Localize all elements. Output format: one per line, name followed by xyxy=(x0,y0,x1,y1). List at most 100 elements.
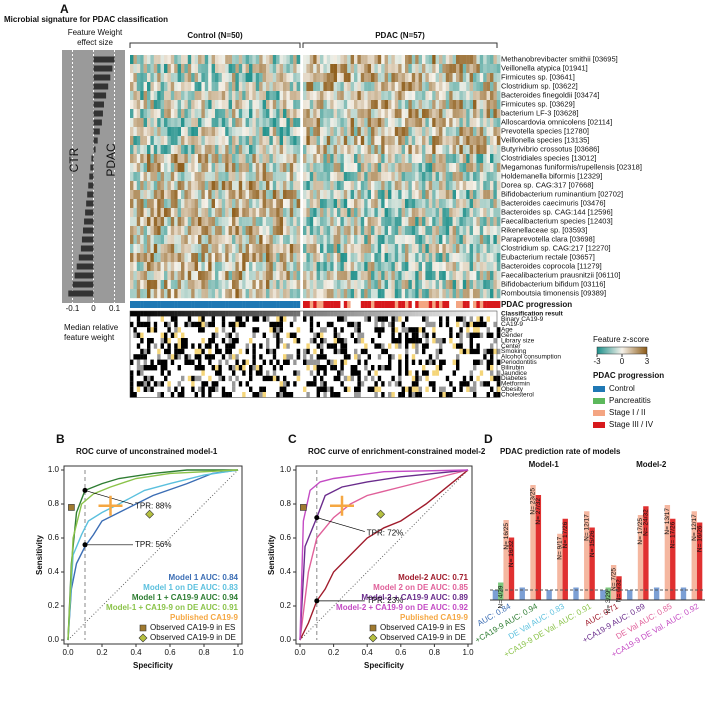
heatmap-cell xyxy=(272,181,277,191)
metadata-cell xyxy=(147,316,151,322)
metadata-cell xyxy=(157,327,161,333)
metadata-cell xyxy=(476,392,480,398)
metadata-cell xyxy=(136,370,141,376)
metadata-cell xyxy=(394,321,399,328)
heatmap-cell xyxy=(252,100,256,110)
heatmap-cell xyxy=(354,208,358,218)
metadata-cell xyxy=(235,311,239,317)
heatmap-cell xyxy=(306,172,310,182)
heatmap-cell xyxy=(449,172,453,182)
metadata-cell xyxy=(330,359,334,366)
heatmap-cell xyxy=(469,253,474,263)
heatmap-cell xyxy=(432,91,436,101)
metadata-cell xyxy=(147,348,151,355)
heatmap-cell xyxy=(483,262,487,272)
metadata-cell xyxy=(289,343,294,349)
metadata-cell xyxy=(211,348,216,355)
heatmap-cell xyxy=(476,199,480,209)
heatmap-cell xyxy=(422,64,426,74)
heatmap-cell xyxy=(391,154,395,164)
heatmap-cell xyxy=(174,91,178,101)
panel-letter: A xyxy=(60,2,69,16)
metadata-cell xyxy=(293,332,297,339)
metadata-label: Gender xyxy=(501,332,524,339)
heatmap-cell xyxy=(225,100,229,110)
heatmap-cell xyxy=(462,235,467,245)
metadata-cell xyxy=(191,354,195,360)
metadata-label: Binary CA19-9 xyxy=(501,316,544,323)
heatmap-cell xyxy=(198,172,202,182)
heatmap-cell xyxy=(194,145,199,155)
heatmap-cell xyxy=(473,199,477,209)
heatmap-cell xyxy=(296,217,301,227)
metadata-cell xyxy=(340,354,344,360)
metadata-cell xyxy=(415,338,419,344)
heatmap-cell xyxy=(466,82,470,92)
heatmap-cell xyxy=(405,253,409,263)
metadata-cell xyxy=(157,359,161,366)
progression-cell xyxy=(296,301,301,308)
heatmap-cell xyxy=(160,100,165,110)
heatmap-cell xyxy=(289,136,294,146)
heatmap-cell xyxy=(177,199,182,209)
metadata-cell xyxy=(496,338,501,344)
heatmap-cell xyxy=(174,226,178,236)
metadata-cell xyxy=(306,392,310,398)
metadata-cell xyxy=(425,365,429,371)
heatmap-cell xyxy=(449,136,453,146)
heatmap-cell xyxy=(415,289,419,299)
heatmap-cell xyxy=(153,127,158,137)
heatmap-cell xyxy=(215,172,219,182)
metadata-cell xyxy=(221,386,226,393)
heatmap-cell xyxy=(136,73,141,83)
metadata-cell xyxy=(459,348,463,355)
metadata-cell xyxy=(228,332,233,339)
heatmap-cell xyxy=(211,73,216,83)
heatmap-cell xyxy=(279,55,284,65)
heatmap-cell xyxy=(323,145,327,155)
heatmap-cell xyxy=(276,262,280,272)
metadata-cell xyxy=(201,343,205,349)
metadata-cell xyxy=(309,321,314,328)
metadata-cell xyxy=(150,327,154,333)
heatmap-cell xyxy=(306,226,310,236)
metadata-cell xyxy=(306,370,310,376)
heatmap-cell xyxy=(164,127,168,137)
heatmap-cell xyxy=(293,217,297,227)
heatmap-cell xyxy=(136,136,141,146)
heatmap-cell xyxy=(432,262,436,272)
heatmap-cell xyxy=(422,100,426,110)
metadata-cell xyxy=(184,354,188,360)
metadata-cell xyxy=(374,359,378,366)
heatmap-cell xyxy=(449,55,453,65)
heatmap-cell xyxy=(201,127,205,137)
metadata-cell xyxy=(130,392,134,398)
heatmap-cell xyxy=(309,181,314,191)
heatmap-cell xyxy=(428,181,433,191)
metadata-cell xyxy=(252,365,256,371)
heatmap-cell xyxy=(411,217,416,227)
heatmap-cell xyxy=(198,190,202,200)
heatmap-cell xyxy=(296,280,301,290)
metadata-cell xyxy=(245,343,250,349)
heatmap-cell xyxy=(411,235,416,245)
metadata-cell xyxy=(136,321,141,328)
heatmap-cell xyxy=(377,109,382,119)
heatmap-cell xyxy=(398,235,402,245)
metadata-cell xyxy=(462,311,467,317)
heatmap-cell xyxy=(354,217,358,227)
heatmap-cell xyxy=(147,289,151,299)
heatmap-cell xyxy=(493,163,497,173)
metadata-cell xyxy=(428,381,433,387)
metadata-cell xyxy=(337,375,341,382)
metadata-cell xyxy=(449,343,453,349)
metadata-cell xyxy=(204,375,209,382)
heatmap-cell xyxy=(384,100,389,110)
heatmap-cell xyxy=(486,181,491,191)
heatmap-cell xyxy=(191,100,195,110)
heatmap-cell xyxy=(259,91,263,101)
metadata-cell xyxy=(286,386,290,393)
metadata-cell xyxy=(187,332,192,339)
heatmap-cell xyxy=(354,109,358,119)
heatmap-cell xyxy=(245,262,250,272)
